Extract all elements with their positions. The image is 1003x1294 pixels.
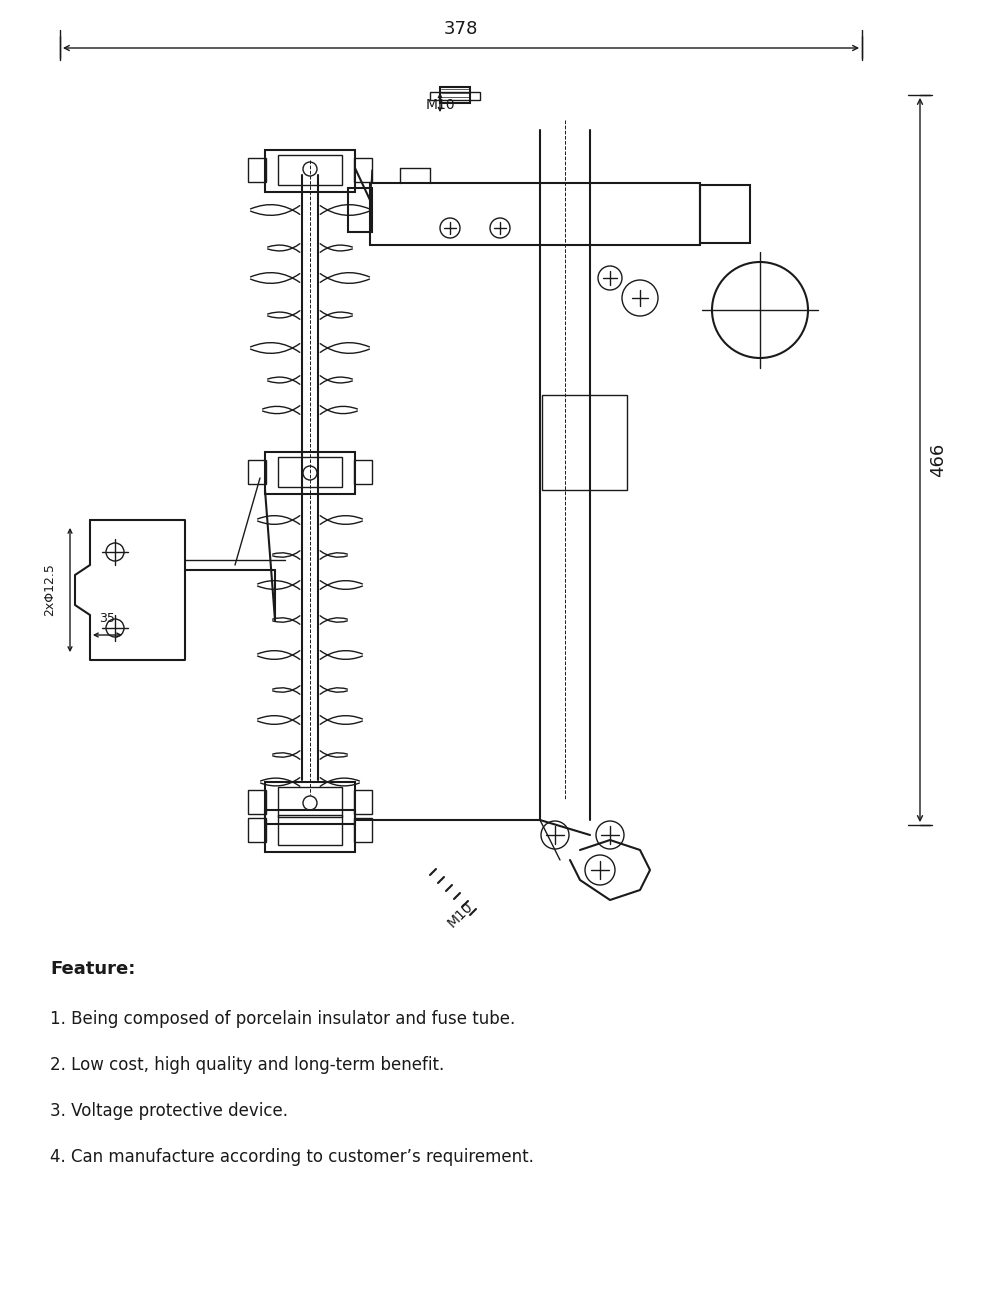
Bar	[370, 182, 699, 245]
Text: 2xΦ12.5: 2xΦ12.5	[43, 564, 56, 616]
Bar	[699, 185, 749, 243]
Bar	[542, 395, 627, 490]
Bar	[248, 818, 266, 842]
Bar	[278, 815, 342, 845]
Bar	[354, 791, 372, 814]
Text: 3. Voltage protective device.: 3. Voltage protective device.	[50, 1102, 288, 1121]
Text: 1. Being composed of porcelain insulator and fuse tube.: 1. Being composed of porcelain insulator…	[50, 1011, 515, 1027]
Bar	[248, 459, 266, 484]
Text: 35: 35	[99, 612, 114, 625]
Bar	[265, 452, 355, 494]
Text: 4. Can manufacture according to customer’s requirement.: 4. Can manufacture according to customer…	[50, 1148, 534, 1166]
Bar	[354, 158, 372, 182]
Bar	[278, 457, 342, 487]
Bar	[248, 791, 266, 814]
Bar	[278, 787, 342, 817]
Bar	[354, 459, 372, 484]
Bar	[354, 818, 372, 842]
Text: 2. Low cost, high quality and long-term benefit.: 2. Low cost, high quality and long-term …	[50, 1056, 443, 1074]
Bar	[439, 87, 469, 104]
Bar	[429, 92, 479, 100]
Text: M10: M10	[444, 899, 475, 930]
Bar	[265, 782, 355, 824]
Text: 466: 466	[928, 443, 946, 477]
Text: 378: 378	[443, 19, 477, 38]
Bar	[248, 158, 266, 182]
Bar	[278, 155, 342, 185]
Bar	[348, 188, 372, 232]
Text: Feature:: Feature:	[50, 960, 135, 978]
Bar	[265, 810, 355, 851]
Bar	[265, 150, 355, 192]
Text: M10: M10	[424, 98, 454, 113]
